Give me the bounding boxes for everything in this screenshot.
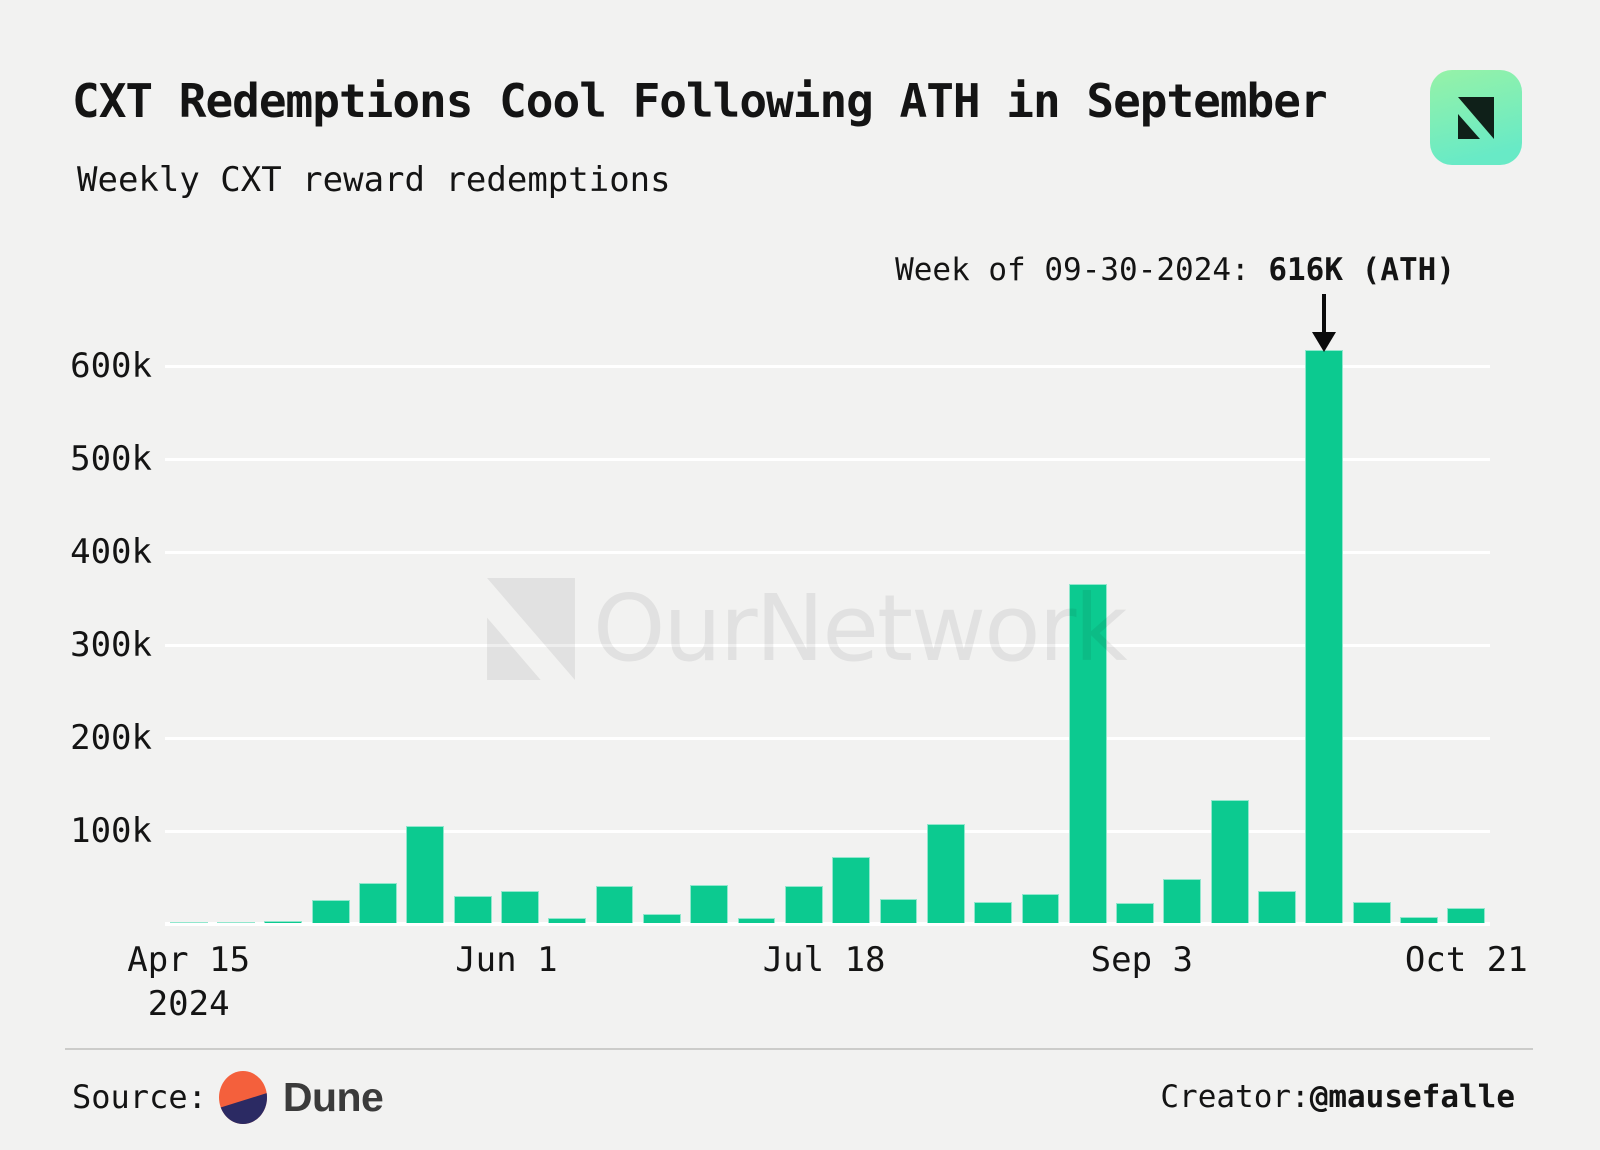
grid-line	[165, 365, 1490, 368]
source-attribution: Source: Dune	[72, 1066, 384, 1128]
x-axis-baseline	[165, 922, 1490, 926]
bar	[548, 917, 587, 923]
bar	[737, 918, 776, 923]
bar	[453, 896, 492, 923]
ath-annotation-prefix: Week of 09-30-2024:	[895, 252, 1269, 288]
bar	[1400, 916, 1438, 923]
bar	[1210, 800, 1249, 923]
page-title: CXT Redemptions Cool Following ATH in Se…	[72, 74, 1328, 128]
bar-chart-plot-area: 100k 200k 300k 400k 500k 600k Apr 15 2024 Jun 1 J…	[70, 300, 1528, 1024]
bar	[359, 883, 397, 923]
grid-line	[165, 551, 1490, 554]
bar	[1116, 902, 1154, 923]
creator-attribution: Creator: @mausefalle	[1160, 1066, 1515, 1128]
ournetwork-logo-icon	[1430, 70, 1522, 165]
bar	[1258, 891, 1296, 923]
ath-annotation: Week of 09-30-2024: 616K (ATH)	[895, 252, 1455, 288]
x-axis-tick-label: Jul 18	[762, 940, 886, 980]
bar	[595, 885, 634, 923]
bar	[926, 824, 965, 923]
bar	[1447, 908, 1486, 923]
creator-handle: @mausefalle	[1309, 1079, 1515, 1115]
bar	[784, 885, 823, 923]
bar	[169, 922, 208, 923]
bar	[1068, 584, 1107, 923]
grid-line	[165, 737, 1490, 740]
bar-ath	[1305, 350, 1344, 923]
x-axis-tick-label: Oct 21	[1404, 940, 1528, 980]
page-subtitle: Weekly CXT reward redemptions	[77, 160, 671, 200]
bar	[217, 921, 255, 923]
y-axis-tick-label: 300k	[70, 625, 152, 665]
bar	[264, 920, 303, 923]
grid-line	[165, 458, 1490, 461]
y-axis-tick-label: 100k	[70, 811, 152, 851]
bar	[690, 884, 729, 923]
x-axis-tick-label: Sep 3	[1090, 940, 1194, 980]
bar	[642, 913, 681, 923]
bar	[500, 891, 539, 923]
bar	[832, 856, 871, 923]
bar	[1163, 879, 1202, 923]
x-axis-tick-label: Jun 1	[455, 940, 558, 980]
ath-annotation-value: 616K (ATH)	[1268, 252, 1455, 288]
bar	[406, 826, 445, 923]
y-axis-tick-label: 500k	[70, 439, 152, 479]
source-label: Source:	[72, 1078, 207, 1116]
bar	[1352, 901, 1391, 923]
creator-label: Creator:	[1160, 1079, 1310, 1115]
dune-wordmark: Dune	[282, 1073, 384, 1120]
grid-line	[165, 830, 1490, 833]
bar	[1021, 894, 1060, 923]
bar	[311, 899, 350, 923]
footer-divider	[65, 1048, 1533, 1050]
y-axis-tick-label: 600k	[70, 346, 152, 386]
x-axis-tick-label: Apr 15 2024	[127, 940, 251, 1024]
dune-logo-icon	[218, 1070, 267, 1124]
y-axis-tick-label: 400k	[70, 532, 152, 572]
bar	[879, 898, 918, 923]
y-axis-tick-label: 200k	[70, 718, 152, 758]
grid-line	[165, 644, 1490, 647]
bar	[974, 901, 1013, 923]
